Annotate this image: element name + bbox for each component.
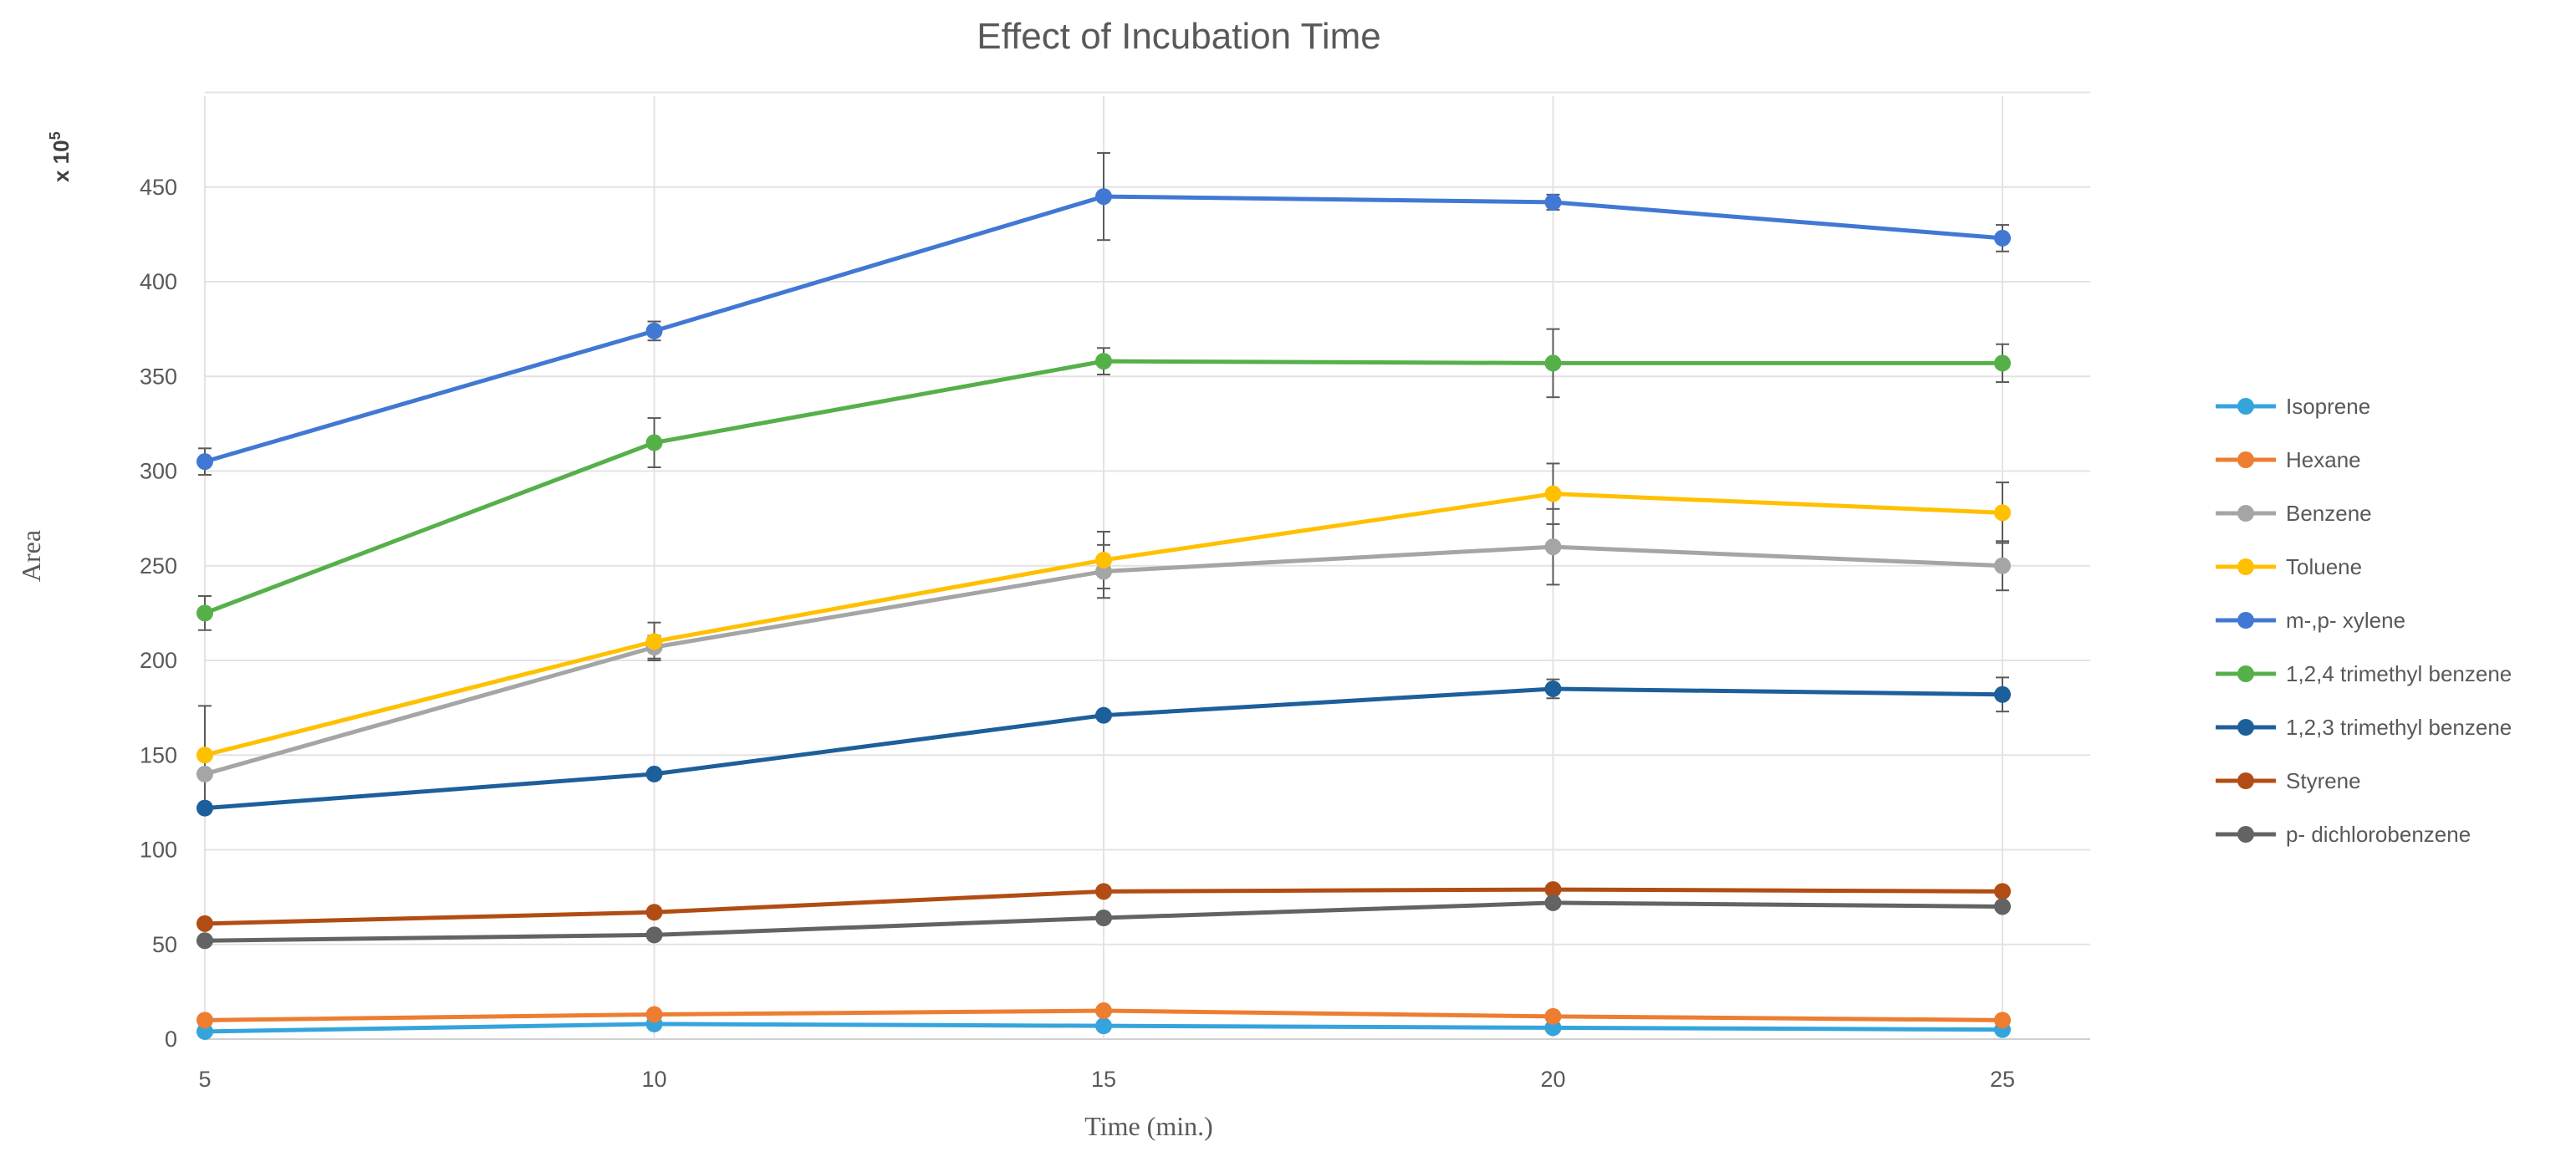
- data-point-styrene: [1544, 881, 1562, 899]
- data-point-1-2-3-trimethyl-benzene: [1994, 685, 2011, 703]
- y-tick-label: 250: [140, 553, 177, 578]
- legend-item-benzene: Benzene: [2216, 501, 2372, 526]
- data-point-hexane: [1544, 1007, 1562, 1025]
- y-tick-label: 350: [140, 364, 177, 389]
- data-point-1-2-4-trimethyl-benzene: [1095, 353, 1112, 370]
- legend-item-isoprene: Isoprene: [2216, 394, 2370, 419]
- legend-label: m-,p- xylene: [2286, 608, 2405, 633]
- data-points: [196, 188, 2011, 1040]
- data-point-p-dichlorobenzene: [1095, 910, 1112, 927]
- grid-lines: [204, 91, 2090, 1040]
- x-tick-label: 10: [641, 1067, 666, 1092]
- legend-marker: [2237, 612, 2254, 629]
- legend-item-styrene: Styrene: [2216, 768, 2361, 793]
- y-tick-label: 100: [140, 838, 177, 863]
- legend-label: p- dichlorobenzene: [2286, 822, 2471, 847]
- data-point-toluene: [1095, 551, 1112, 568]
- tick-labels: 0 50 100 150 200 250 300 350 400 450 5 10 15 20 25: [140, 175, 2015, 1092]
- y-tick-label: 150: [140, 742, 177, 767]
- x-tick-label: 5: [198, 1067, 211, 1092]
- data-point-toluene: [1994, 504, 2011, 522]
- legend-marker: [2237, 505, 2254, 522]
- data-point-p-dichlorobenzene: [196, 932, 213, 950]
- legend-marker: [2237, 826, 2254, 843]
- y-tick-label: 300: [140, 459, 177, 484]
- data-point-m-p-xylene: [645, 322, 663, 339]
- legend-item-1-2-3-trimethyl-benzene: 1,2,3 trimethyl benzene: [2216, 715, 2512, 740]
- data-point-benzene: [196, 765, 213, 782]
- data-point-m-p-xylene: [1994, 229, 2011, 247]
- data-point-p-dichlorobenzene: [1994, 898, 2011, 915]
- legend-marker: [2237, 772, 2254, 789]
- data-point-1-2-4-trimethyl-benzene: [196, 604, 213, 622]
- data-point-1-2-4-trimethyl-benzene: [645, 434, 663, 451]
- legend-item-toluene: Toluene: [2216, 554, 2362, 579]
- legend-label: Hexane: [2286, 447, 2361, 472]
- data-point-hexane: [1994, 1012, 2011, 1029]
- legend-label: 1,2,4 trimethyl benzene: [2286, 661, 2512, 686]
- y-tick-label: 200: [140, 648, 177, 673]
- x-tick-label: 25: [1990, 1067, 2015, 1092]
- data-point-m-p-xylene: [1544, 193, 1562, 211]
- data-point-1-2-3-trimethyl-benzene: [645, 765, 663, 782]
- y-tick-label: 450: [140, 175, 177, 200]
- data-point-styrene: [196, 915, 213, 932]
- data-point-hexane: [196, 1012, 213, 1029]
- data-point-p-dichlorobenzene: [1544, 894, 1562, 911]
- data-point-styrene: [1994, 883, 2011, 900]
- data-point-benzene: [1994, 557, 2011, 574]
- legend-marker: [2237, 665, 2254, 682]
- data-point-hexane: [645, 1006, 663, 1023]
- y-tick-label: 50: [152, 932, 177, 957]
- data-point-hexane: [1095, 1002, 1112, 1020]
- legend-label: 1,2,3 trimethyl benzene: [2286, 715, 2512, 740]
- data-point-m-p-xylene: [1095, 188, 1112, 206]
- legend-label: Isoprene: [2286, 394, 2370, 419]
- legend-item-hexane: Hexane: [2216, 447, 2361, 472]
- y-multiplier-exponent: 5: [47, 131, 64, 140]
- legend-item-m-p-xylene: m-,p- xylene: [2216, 608, 2405, 633]
- legend-item-p-dichlorobenzene: p- dichlorobenzene: [2216, 822, 2471, 847]
- legend-label: Toluene: [2286, 554, 2362, 579]
- data-point-m-p-xylene: [196, 453, 213, 471]
- y-tick-label: 400: [140, 269, 177, 294]
- legend-marker: [2237, 719, 2254, 736]
- data-point-1-2-3-trimethyl-benzene: [1544, 680, 1562, 697]
- data-point-toluene: [196, 747, 213, 764]
- data-point-toluene: [1544, 485, 1562, 502]
- data-point-1-2-3-trimethyl-benzene: [196, 799, 213, 817]
- legend-item-1-2-4-trimethyl-benzene: 1,2,4 trimethyl benzene: [2216, 661, 2512, 686]
- data-point-benzene: [1544, 538, 1562, 556]
- y-axis-title: Area: [16, 530, 46, 582]
- y-axis-multiplier: x 105: [47, 131, 74, 182]
- y-tick-label: 0: [165, 1027, 177, 1052]
- legend-marker: [2237, 558, 2254, 575]
- x-axis-title: Time (min.): [1084, 1111, 1213, 1141]
- legend: Isoprene Hexane Benzene Toluene m-,p- xylene…: [2216, 394, 2512, 847]
- data-point-toluene: [645, 633, 663, 650]
- data-point-1-2-4-trimethyl-benzene: [1994, 354, 2011, 372]
- data-point-styrene: [1095, 883, 1112, 900]
- chart-title: Effect of Incubation Time: [977, 16, 1380, 57]
- legend-marker: [2237, 398, 2254, 415]
- data-point-isoprene: [1095, 1017, 1112, 1035]
- legend-marker: [2237, 451, 2254, 468]
- data-point-1-2-3-trimethyl-benzene: [1095, 706, 1112, 724]
- data-point-1-2-4-trimethyl-benzene: [1544, 354, 1562, 372]
- y-multiplier-base: x 10: [48, 140, 74, 182]
- legend-label: Benzene: [2286, 501, 2372, 526]
- data-point-p-dichlorobenzene: [645, 926, 663, 944]
- legend-label: Styrene: [2286, 768, 2361, 793]
- data-point-styrene: [645, 904, 663, 921]
- x-tick-label: 20: [1540, 1067, 1565, 1092]
- x-tick-label: 15: [1091, 1067, 1116, 1092]
